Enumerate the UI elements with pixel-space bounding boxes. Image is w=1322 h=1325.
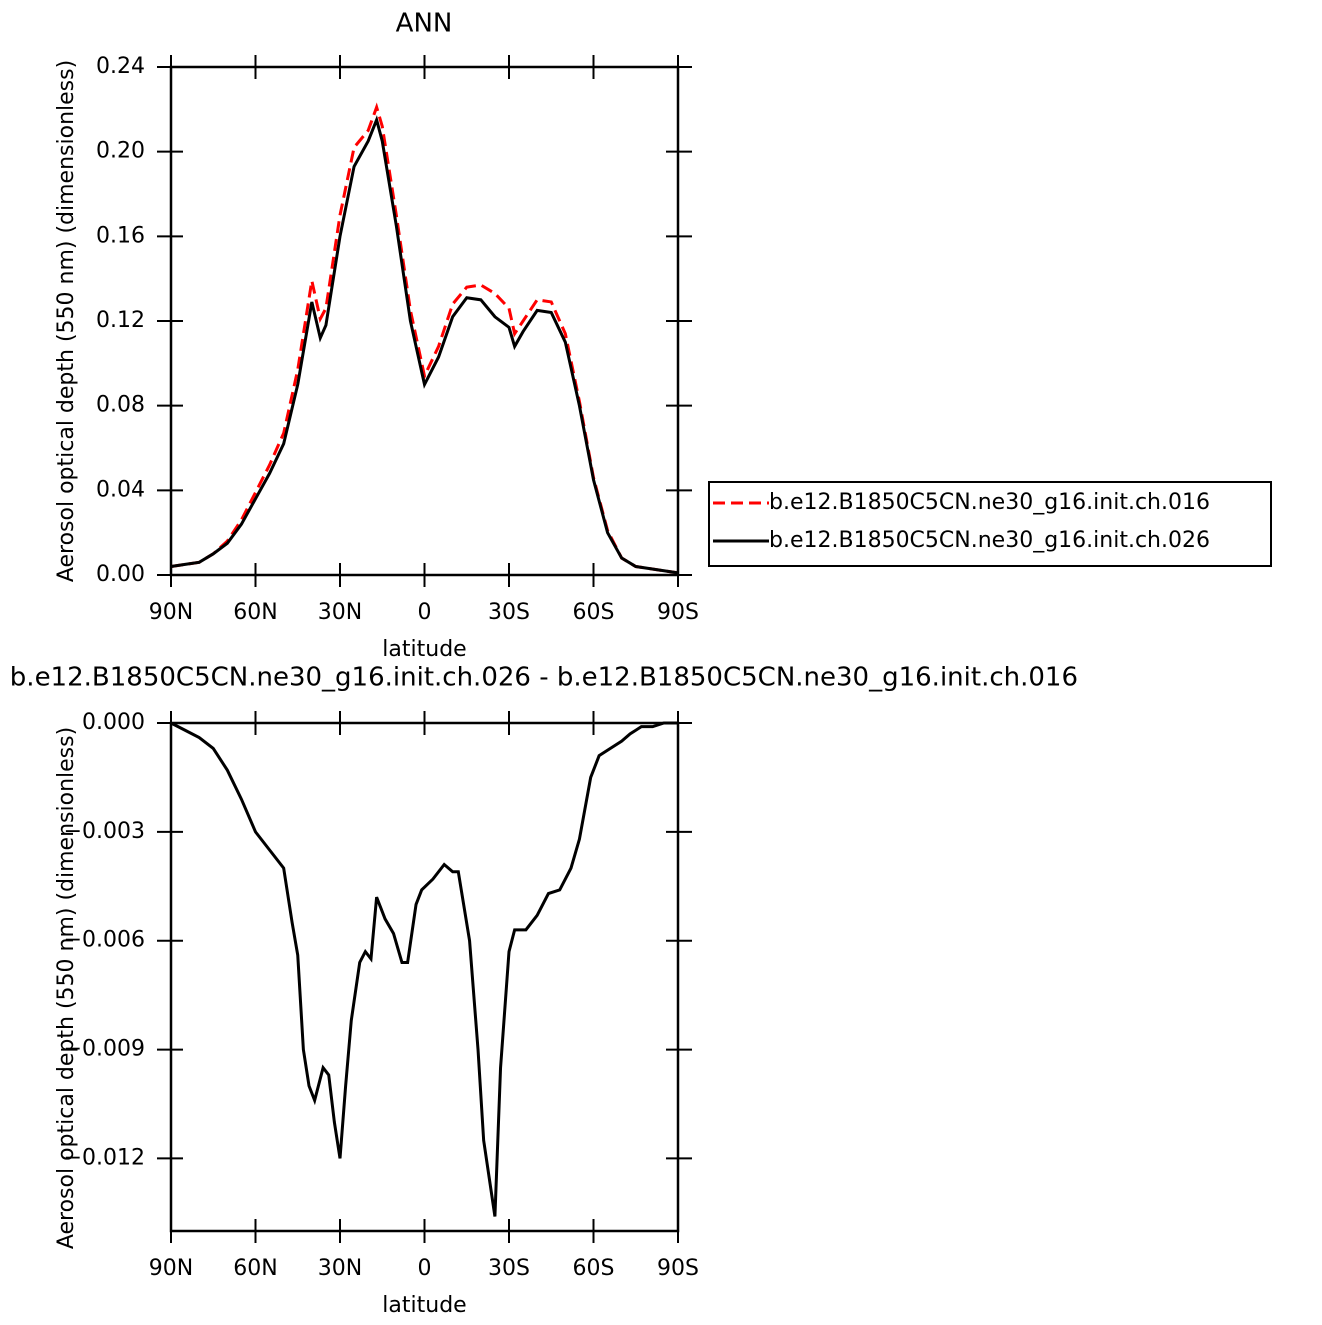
y-tick-label: 0.16 (96, 223, 145, 248)
legend-box (708, 481, 1272, 567)
data-line (170, 102, 679, 575)
x-tick-label: 0 (418, 1256, 432, 1281)
x-tick-label: 30N (318, 600, 362, 625)
x-tick-label: 30S (488, 1256, 530, 1281)
x-tick-label: 60S (573, 600, 615, 625)
y-tick-label: −0.012 (64, 1145, 145, 1170)
x-tick-label: 30S (488, 600, 530, 625)
chart-title: b.e12.B1850C5CN.ne30_g16.init.ch.026 - b… (10, 663, 1078, 693)
y-tick-label: −0.006 (64, 928, 145, 953)
data-line (170, 721, 678, 1217)
x-axis-label: latitude (382, 1293, 466, 1318)
chart-title: ANN (396, 9, 453, 39)
x-tick-label: 30N (318, 1256, 362, 1281)
x-axis-label: latitude (382, 637, 466, 662)
y-tick-label: 0.08 (96, 393, 145, 418)
y-tick-label: 0.20 (96, 139, 145, 164)
x-tick-label: 90N (149, 1256, 193, 1281)
legend-label: b.e12.B1850C5CN.ne30_g16.init.ch.016 (769, 490, 1210, 515)
legend-label: b.e12.B1850C5CN.ne30_g16.init.ch.026 (769, 528, 1210, 553)
y-tick-label: −0.003 (64, 819, 145, 844)
y-tick-label: −0.009 (64, 1037, 145, 1062)
x-tick-label: 90S (657, 600, 699, 625)
y-tick-label: 0.00 (96, 562, 145, 587)
x-tick-label: 60N (233, 1256, 277, 1281)
y-axis-label: Aerosol optical depth (550 nm) (dimensio… (54, 60, 79, 582)
y-tick-label: 0.24 (96, 54, 145, 79)
y-tick-label: 0.04 (96, 477, 145, 502)
x-tick-label: 90S (657, 1256, 699, 1281)
x-tick-label: 90N (149, 600, 193, 625)
plot-frame (169, 65, 680, 577)
y-tick-label: 0.12 (96, 308, 145, 333)
data-line (170, 115, 679, 575)
y-tick-label: 0.000 (82, 710, 145, 735)
y-axis-label: Aerosol optical depth (550 nm) (dimensio… (54, 727, 79, 1249)
x-tick-label: 60S (573, 1256, 615, 1281)
plot-frame (169, 721, 680, 1233)
x-tick-label: 0 (418, 600, 432, 625)
x-tick-label: 60N (233, 600, 277, 625)
